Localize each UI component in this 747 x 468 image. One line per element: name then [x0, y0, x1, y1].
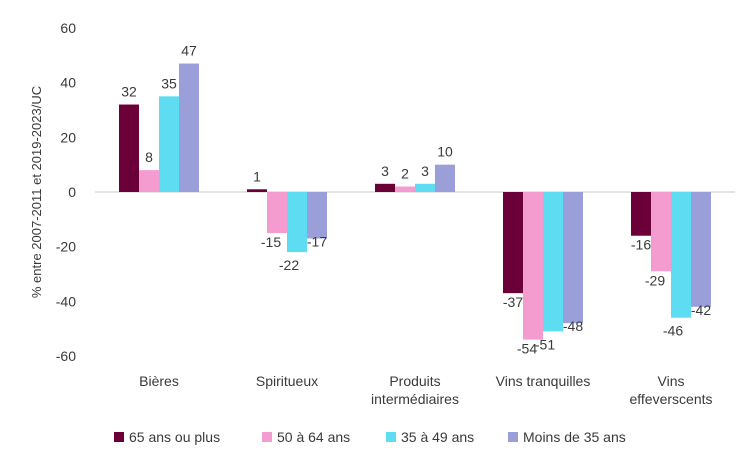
bar — [395, 186, 415, 192]
bars — [119, 63, 711, 340]
category-label: Vins effeverscents — [629, 373, 712, 407]
data-label: -29 — [645, 272, 665, 288]
category-labels: Bières Spiritueux Produits intermédiaires Vi… — [139, 373, 712, 407]
legend: 65 ans ou plus 50 à 64 ans 35 à 49 ans Moin… — [114, 429, 626, 445]
data-label: -54 — [517, 341, 537, 357]
category-label: Vins tranquilles — [496, 373, 591, 389]
y-tick-label: -60 — [56, 348, 76, 364]
bar — [247, 189, 267, 192]
y-axis-label: % entre 2007-2011 et 2019-2023/UC — [29, 86, 44, 298]
bar — [671, 192, 691, 318]
bar — [287, 192, 307, 253]
bar — [503, 192, 523, 294]
legend-swatch — [114, 432, 124, 442]
category-label: Bières — [139, 373, 179, 389]
bar — [543, 192, 563, 332]
data-label: -22 — [279, 257, 299, 273]
bar — [691, 192, 711, 307]
data-label: 3 — [421, 163, 429, 179]
data-label: 35 — [161, 75, 177, 91]
data-label: 3 — [381, 163, 389, 179]
data-label: 47 — [181, 43, 197, 59]
legend-label: 65 ans ou plus — [129, 429, 220, 445]
data-label: 2 — [401, 166, 409, 182]
y-axis-ticks: 60 40 20 0 -20 -40 -60 — [56, 20, 76, 364]
bar — [267, 192, 287, 233]
bar — [415, 183, 435, 192]
bar — [307, 192, 327, 239]
bar — [119, 104, 139, 192]
legend-swatch — [386, 432, 396, 442]
data-label: 10 — [437, 144, 453, 160]
data-label: 32 — [121, 84, 137, 100]
data-label: -42 — [691, 302, 711, 318]
y-tick-label: 40 — [60, 75, 76, 91]
y-tick-label: 0 — [68, 184, 76, 200]
data-label: -15 — [261, 234, 281, 250]
bar — [139, 170, 159, 192]
data-label: -51 — [535, 336, 555, 352]
data-label: -46 — [663, 323, 683, 339]
data-label: -48 — [563, 318, 583, 334]
bar — [651, 192, 671, 272]
y-axis-title: % entre 2007-2011 et 2019-2023/UC — [29, 86, 44, 298]
data-label: -37 — [503, 294, 523, 310]
bar — [631, 192, 651, 236]
legend-swatch — [508, 432, 518, 442]
y-tick-label: 20 — [60, 129, 76, 145]
legend-label: Moins de 35 ans — [523, 429, 626, 445]
bar — [159, 96, 179, 192]
y-tick-label: 60 — [60, 20, 76, 36]
category-label: Spiritueux — [256, 373, 318, 389]
category-label: Produits intermédiaires — [371, 373, 459, 407]
bar — [435, 164, 455, 192]
y-tick-label: -20 — [56, 239, 76, 255]
bar — [179, 63, 199, 193]
data-label: 8 — [145, 149, 153, 165]
legend-swatch — [262, 432, 272, 442]
data-labels: 32 1 3 -37 -16 8 -15 2 -54 -29 35 -22 3 -51 -46 47 -17 10… — [121, 43, 711, 357]
legend-label: 50 à 64 ans — [277, 429, 350, 445]
bar — [375, 183, 395, 192]
bar — [563, 192, 583, 324]
y-tick-label: -40 — [56, 293, 76, 309]
data-label: -17 — [307, 233, 327, 249]
bar — [523, 192, 543, 340]
legend-label: 35 à 49 ans — [401, 429, 474, 445]
data-label: -16 — [631, 237, 651, 253]
data-label: 1 — [253, 168, 261, 184]
